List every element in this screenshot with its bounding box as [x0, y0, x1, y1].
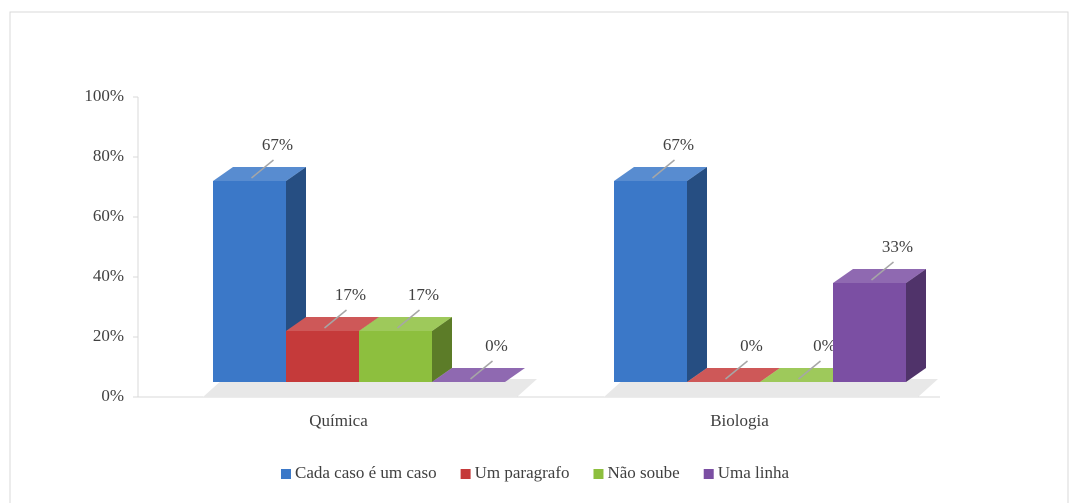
chart-frame	[9, 11, 1069, 503]
value-label: 33%	[882, 237, 913, 256]
y-tick-label: 60%	[93, 206, 124, 225]
bar	[833, 283, 906, 382]
leader-line	[871, 261, 894, 281]
y-tick-label: 100%	[84, 86, 124, 105]
bar	[359, 331, 432, 382]
value-label: 17%	[408, 285, 439, 304]
bar-side	[906, 269, 926, 382]
leader-line	[251, 159, 274, 179]
floor-shadow	[203, 379, 537, 397]
bar-side	[432, 317, 452, 382]
bar-side	[687, 167, 707, 382]
y-tick-label: 80%	[93, 146, 124, 165]
value-label: 17%	[335, 285, 366, 304]
bar-top	[213, 167, 306, 181]
bar-top	[359, 317, 452, 331]
value-label: 0%	[485, 336, 508, 355]
leader-line	[324, 309, 347, 329]
value-label: 0%	[813, 336, 836, 355]
legend-label: Um paragrafo	[475, 463, 570, 482]
value-label: 0%	[740, 336, 763, 355]
legend-swatch	[280, 469, 291, 479]
leader-line	[652, 159, 675, 179]
legend-label: Não soube	[607, 463, 679, 482]
x-tick-label: Química	[309, 411, 368, 430]
bar-top	[614, 167, 707, 181]
bar	[213, 181, 286, 382]
y-tick-label: 40%	[93, 266, 124, 285]
leader-line	[397, 309, 420, 329]
legend-label: Cada caso é um caso	[295, 463, 437, 482]
legend-item: Um paragrafo	[460, 463, 570, 482]
leader-line	[798, 360, 821, 380]
bar-top	[760, 368, 853, 382]
y-tick-label: 0%	[101, 386, 124, 405]
bar-top	[286, 317, 379, 331]
bar-top	[432, 368, 525, 382]
value-label: 67%	[663, 135, 694, 154]
floor-shadow	[604, 379, 938, 397]
legend-label: Uma linha	[718, 463, 790, 482]
bar-top	[687, 368, 780, 382]
legend-item: Não soube	[593, 463, 680, 482]
leader-line	[470, 360, 493, 380]
value-label: 67%	[262, 135, 293, 154]
legend-swatch	[703, 469, 714, 479]
bar	[286, 331, 359, 382]
legend-item: Uma linha	[703, 463, 790, 482]
legend-item: Cada caso é um caso	[280, 463, 437, 482]
legend-swatch	[460, 469, 471, 479]
bar	[614, 181, 687, 382]
y-tick-label: 20%	[93, 326, 124, 345]
leader-line	[725, 360, 748, 380]
bar-top	[833, 269, 926, 283]
x-tick-label: Biologia	[710, 411, 769, 430]
legend-swatch	[593, 469, 604, 479]
